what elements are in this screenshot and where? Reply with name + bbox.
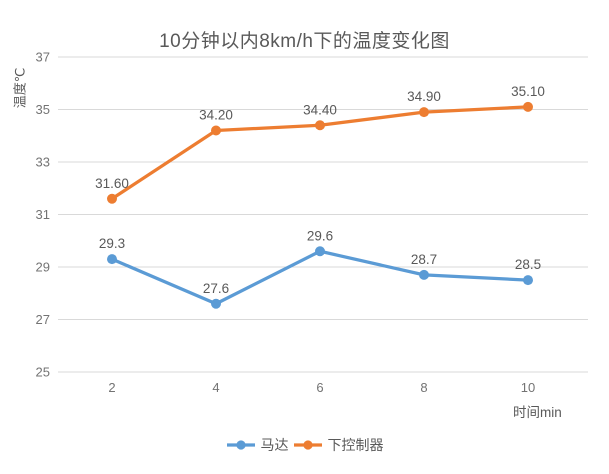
data-point-label: 34.20 bbox=[199, 108, 233, 123]
data-point-label: 29.3 bbox=[99, 236, 125, 251]
data-point-label: 27.6 bbox=[203, 281, 229, 296]
x-tick-label: 8 bbox=[420, 380, 427, 395]
data-point-marker bbox=[211, 298, 221, 309]
legend-dot bbox=[235, 440, 246, 450]
data-point-marker bbox=[211, 125, 221, 136]
y-tick-label: 37 bbox=[36, 50, 50, 65]
legend-dot bbox=[302, 440, 313, 450]
legend-item-lower-controller: 下控制器 bbox=[293, 435, 384, 455]
data-point-marker bbox=[315, 120, 325, 131]
x-tick-label: 2 bbox=[108, 380, 115, 395]
data-point-marker bbox=[107, 254, 117, 265]
chart-title: 10分钟以内8km/h下的温度变化图 bbox=[159, 31, 450, 52]
data-point-label: 28.7 bbox=[411, 252, 437, 267]
chart-legend: 马达 下控制器 bbox=[0, 435, 609, 455]
x-tick-label: 10 bbox=[521, 380, 535, 395]
x-tick-label: 6 bbox=[316, 380, 323, 395]
data-point-marker bbox=[523, 101, 533, 112]
y-tick-label: 35 bbox=[36, 102, 50, 117]
data-point-label: 34.90 bbox=[407, 89, 441, 104]
data-point-label: 35.10 bbox=[511, 84, 545, 99]
y-tick-label: 29 bbox=[36, 260, 50, 275]
x-tick-label: 4 bbox=[212, 380, 219, 395]
legend-marker-lower-controller bbox=[293, 440, 322, 450]
data-point-marker bbox=[419, 107, 429, 118]
series-line-0 bbox=[110, 249, 530, 306]
y-tick-label: 33 bbox=[36, 155, 50, 170]
data-point-label: 29.6 bbox=[307, 228, 333, 243]
data-point-marker bbox=[315, 246, 325, 257]
plot-area: 25 27 29 31 33 35 37 2 4 6 8 10 29.3 27.6 29.6 28.7 28.5… bbox=[36, 50, 588, 395]
legend-item-motor: 马达 bbox=[226, 435, 289, 455]
data-point-marker bbox=[419, 269, 429, 280]
data-point-label: 28.5 bbox=[515, 257, 541, 272]
data-point-label: 34.40 bbox=[303, 102, 337, 117]
data-point-marker bbox=[523, 275, 533, 286]
legend-label-motor: 马达 bbox=[260, 437, 289, 453]
legend-marker-motor bbox=[226, 440, 255, 450]
data-point-label: 31.60 bbox=[95, 176, 129, 191]
y-tick-label: 27 bbox=[36, 312, 50, 327]
y-tick-label: 25 bbox=[36, 365, 50, 380]
x-axis-title: 时间min bbox=[513, 405, 562, 420]
y-tick-label: 31 bbox=[36, 207, 50, 222]
legend-label-lower-controller: 下控制器 bbox=[327, 437, 384, 453]
data-point-marker bbox=[107, 193, 117, 204]
